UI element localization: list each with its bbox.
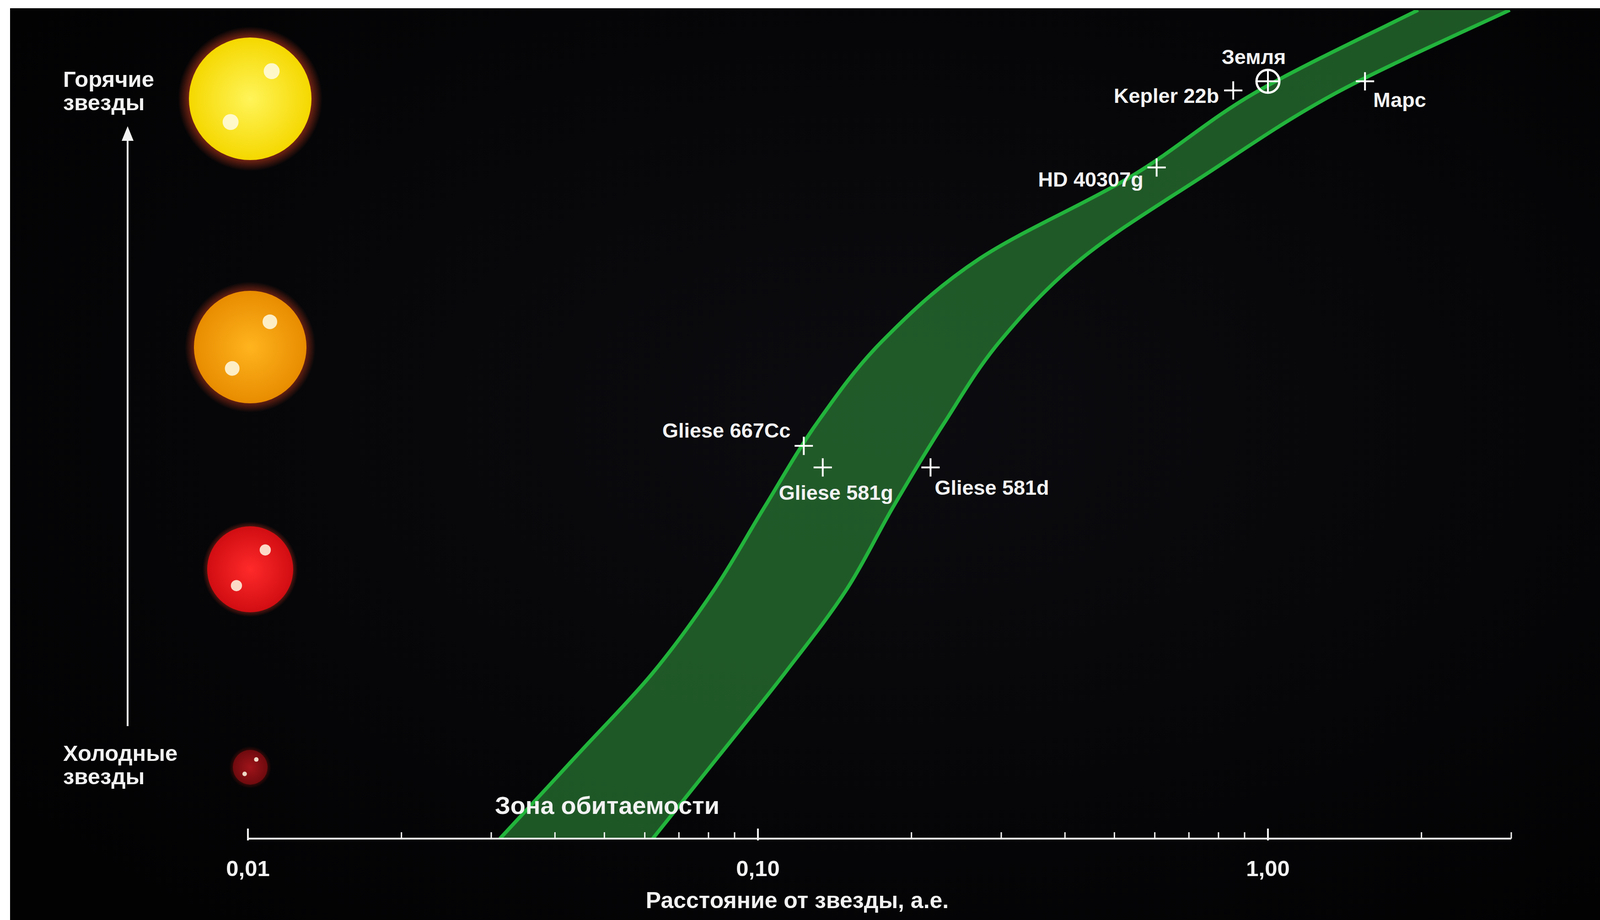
planet-marker xyxy=(1224,81,1243,100)
planet-marker-v xyxy=(1155,158,1158,177)
chart: ГорячиезвездыХолодныезвездыKepler 22bМар… xyxy=(0,0,1600,920)
star-highlight xyxy=(222,114,239,131)
star-highlight xyxy=(242,772,247,777)
planet-label: HD 40307g xyxy=(1038,167,1144,192)
x-minor-tick xyxy=(678,832,680,839)
star-highlight xyxy=(225,361,240,376)
habitable-zone-area xyxy=(499,10,1510,839)
planet-marker xyxy=(921,458,940,477)
star-halo xyxy=(177,26,323,172)
x-minor-tick xyxy=(1064,832,1066,839)
star-halo xyxy=(229,746,272,789)
cold-stars-label-line: Холодные xyxy=(63,740,178,766)
star-highlight xyxy=(259,544,271,556)
x-minor-tick xyxy=(644,832,646,839)
x-tick-label: 0,10 xyxy=(735,856,780,881)
habitable-zone-outer-edge xyxy=(652,10,1510,839)
x-minor-tick xyxy=(1217,832,1219,839)
cold-stars-label: Холодныезвезды xyxy=(63,740,178,790)
planet-marker-v xyxy=(1363,72,1366,91)
x-minor-tick xyxy=(1113,832,1116,839)
planet-marker-v xyxy=(1267,69,1269,93)
planet-label: Земля xyxy=(1221,45,1287,69)
planet-marker-v xyxy=(802,436,805,456)
x-minor-tick xyxy=(707,832,709,839)
planet-label: Gliese 667Cc xyxy=(662,418,791,443)
star xyxy=(232,750,268,785)
star-highlight xyxy=(253,757,259,763)
star xyxy=(193,290,307,404)
planet-labels: Kepler 22b Марс HD 40307g Gliese 667Cc Glies… xyxy=(662,45,1427,505)
x-axis-title: Расстояние от звезды, а.е. xyxy=(645,887,950,914)
cold-stars-label-line: звезды xyxy=(63,764,145,790)
hot-stars-label-line: звезды xyxy=(63,90,145,115)
star-highlight xyxy=(262,314,278,330)
planet-label: Kepler 22b xyxy=(1113,84,1219,108)
x-minor-tick xyxy=(910,832,913,839)
x-minor-tick xyxy=(1188,832,1190,839)
star xyxy=(207,526,294,613)
star-highlight xyxy=(230,580,242,592)
planet-label: Gliese 581d xyxy=(934,476,1049,500)
x-minor-tick xyxy=(1154,832,1156,839)
space-background xyxy=(10,8,1600,920)
star-halo xyxy=(202,521,298,618)
hot-stars-label-line: Горячие xyxy=(63,66,155,92)
x-minor-tick xyxy=(733,832,736,839)
planet-marker-v xyxy=(1232,81,1235,100)
x-minor-tick xyxy=(1420,832,1423,839)
hot-stars-label: Горячиезвезды xyxy=(63,66,155,115)
x-minor-tick xyxy=(490,832,492,839)
star-highlight xyxy=(263,63,280,80)
planet-marker xyxy=(813,458,833,477)
x-minor-tick xyxy=(1510,832,1513,839)
zone-label: Зона обитаемости xyxy=(494,791,720,820)
planet-label: Gliese 581g xyxy=(778,481,894,505)
habitable-zone-inner-edge xyxy=(499,10,1418,839)
planet-marker-ring xyxy=(1256,69,1280,93)
x-tick-label: 1,00 xyxy=(1245,856,1290,881)
temperature-arrow xyxy=(126,137,129,727)
planet-marker-v xyxy=(929,458,932,477)
x-tick xyxy=(757,828,759,841)
planet-marker-v xyxy=(821,458,824,477)
x-minor-tick xyxy=(554,832,556,839)
x-tick-label: 0,01 xyxy=(225,856,270,881)
star-halo xyxy=(184,281,316,413)
temperature-arrowhead xyxy=(121,126,134,141)
planet-marker xyxy=(1355,72,1375,91)
x-minor-tick xyxy=(400,832,403,839)
x-minor-tick xyxy=(1243,832,1246,839)
x-minor-tick xyxy=(1000,832,1002,839)
x-tick xyxy=(1267,828,1269,841)
plot-area xyxy=(499,10,1510,839)
planet-marker xyxy=(1147,158,1166,177)
star xyxy=(188,37,312,161)
planet-label: Марс xyxy=(1373,88,1427,112)
planet-marker xyxy=(1256,69,1280,93)
x-tick xyxy=(246,828,249,841)
x-axis-line xyxy=(247,837,1512,840)
planet-marker xyxy=(794,436,813,456)
x-minor-tick xyxy=(603,832,606,839)
page-background xyxy=(0,0,1600,920)
